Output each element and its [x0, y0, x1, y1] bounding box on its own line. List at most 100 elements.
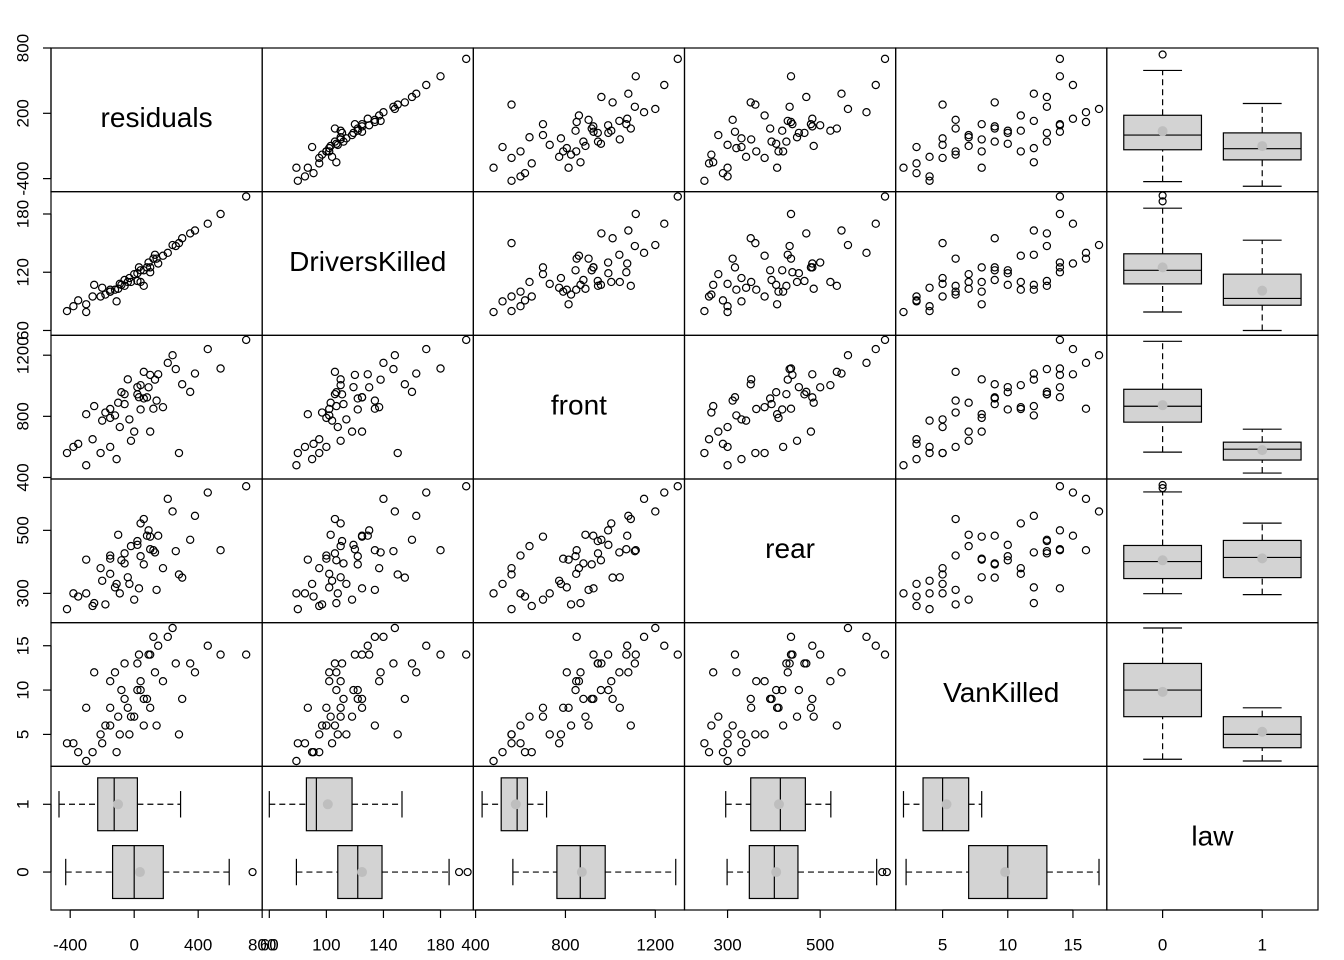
point — [938, 448, 947, 458]
point — [608, 98, 617, 107]
point — [1042, 102, 1052, 111]
point — [746, 380, 755, 389]
point — [145, 263, 155, 272]
point — [746, 234, 755, 243]
point — [315, 563, 324, 573]
point — [571, 266, 580, 275]
point — [353, 124, 362, 133]
point — [353, 551, 362, 561]
point — [105, 551, 115, 560]
point — [1042, 128, 1052, 138]
point — [525, 277, 534, 287]
point — [767, 275, 776, 285]
point — [1029, 583, 1039, 592]
point — [794, 685, 804, 695]
point — [69, 302, 78, 311]
point — [566, 600, 576, 609]
point — [615, 548, 624, 557]
point — [843, 104, 853, 114]
point — [990, 234, 999, 243]
mean-point — [1257, 285, 1268, 296]
point — [938, 563, 947, 573]
point — [1029, 89, 1039, 98]
point — [1042, 281, 1052, 291]
point — [300, 172, 310, 181]
point — [330, 549, 340, 558]
point — [81, 555, 91, 564]
point — [489, 163, 498, 172]
point — [1055, 192, 1065, 201]
point — [325, 676, 334, 686]
point — [516, 721, 525, 730]
point — [436, 72, 445, 81]
point — [309, 439, 318, 449]
point — [912, 439, 921, 449]
point — [778, 287, 788, 296]
point — [603, 526, 613, 535]
point — [951, 254, 960, 263]
point — [174, 238, 184, 248]
point — [771, 139, 781, 148]
point — [105, 413, 115, 423]
point — [723, 279, 732, 289]
point — [785, 241, 794, 251]
point — [925, 442, 934, 452]
point — [737, 747, 746, 757]
point — [1016, 147, 1026, 156]
point — [300, 442, 310, 452]
outlier — [248, 867, 257, 877]
point — [977, 147, 986, 156]
point — [315, 153, 324, 163]
point — [69, 589, 78, 598]
point — [516, 551, 525, 560]
point — [389, 364, 398, 374]
point — [370, 632, 380, 642]
point — [1003, 266, 1012, 275]
point — [723, 756, 732, 766]
point — [120, 694, 129, 704]
point — [315, 448, 324, 458]
point — [307, 747, 317, 757]
point — [545, 730, 554, 739]
point — [516, 302, 525, 311]
point — [1029, 369, 1039, 378]
point — [152, 396, 161, 405]
point — [737, 297, 746, 306]
point — [951, 551, 960, 560]
point — [507, 306, 516, 316]
mean-point — [510, 799, 521, 810]
point — [623, 641, 632, 650]
point — [951, 600, 960, 609]
point — [951, 514, 960, 524]
point — [1016, 402, 1026, 412]
point — [977, 277, 986, 287]
point — [737, 134, 746, 143]
point — [1068, 488, 1078, 497]
point — [622, 545, 631, 554]
x-tick-label: 800 — [248, 935, 276, 954]
mean-point — [1157, 126, 1168, 137]
point — [603, 650, 613, 659]
point — [880, 650, 890, 659]
point — [168, 507, 177, 516]
point — [322, 554, 331, 563]
point — [751, 448, 760, 458]
point — [390, 104, 400, 114]
point — [964, 530, 973, 539]
point — [1068, 219, 1078, 228]
point — [538, 532, 548, 541]
point — [139, 560, 148, 569]
y-tick-label: -400 — [13, 162, 32, 196]
point — [977, 300, 986, 309]
point — [336, 436, 345, 445]
mean-point — [1257, 141, 1268, 152]
point — [110, 411, 120, 420]
point — [353, 405, 362, 414]
point — [964, 141, 973, 151]
point — [520, 747, 530, 757]
point — [158, 402, 168, 412]
point — [292, 756, 301, 766]
point — [145, 370, 155, 380]
point — [152, 585, 161, 595]
